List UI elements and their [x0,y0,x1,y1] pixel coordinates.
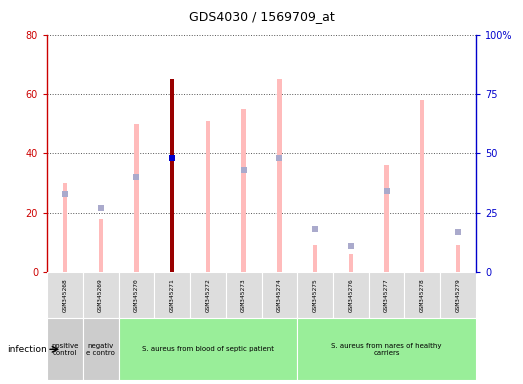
Bar [420,100,425,272]
Bar [440,272,476,318]
Bar [333,272,369,318]
Text: GSM345269: GSM345269 [98,278,103,312]
Bar [83,318,119,380]
Text: GSM345268: GSM345268 [62,278,67,312]
Bar [297,318,476,380]
Bar [369,272,404,318]
Text: GSM345276: GSM345276 [348,278,354,312]
Bar [98,219,103,272]
Text: GSM345271: GSM345271 [169,278,175,312]
Bar [242,109,246,272]
Bar [404,272,440,318]
Text: GSM345278: GSM345278 [420,278,425,312]
Text: S. aureus from nares of healthy
carriers: S. aureus from nares of healthy carriers [332,343,442,356]
Text: GSM345279: GSM345279 [456,278,461,312]
Text: GSM345275: GSM345275 [313,278,317,312]
Text: GDS4030 / 1569709_at: GDS4030 / 1569709_at [189,10,334,23]
Text: GSM345274: GSM345274 [277,278,282,312]
Bar [190,272,226,318]
Text: GSM345277: GSM345277 [384,278,389,312]
Bar [456,245,460,272]
Bar [134,124,139,272]
Bar [313,245,317,272]
Bar [277,79,281,272]
Text: positive
control: positive control [51,343,78,356]
Bar [119,318,297,380]
Text: GSM345270: GSM345270 [134,278,139,312]
Bar [170,79,174,272]
Text: GSM345273: GSM345273 [241,278,246,312]
Bar [384,165,389,272]
Bar [349,254,353,272]
Text: negativ
e contro: negativ e contro [86,343,115,356]
Bar [206,121,210,272]
Bar [63,183,67,272]
Bar [119,272,154,318]
Bar [47,318,83,380]
Bar [83,272,119,318]
Bar [262,272,297,318]
Bar [47,272,83,318]
Text: GSM345272: GSM345272 [206,278,210,312]
Bar [226,272,262,318]
Text: infection: infection [7,345,47,354]
Text: S. aureus from blood of septic patient: S. aureus from blood of septic patient [142,346,274,352]
Bar [170,130,174,272]
Bar [154,272,190,318]
Bar [297,272,333,318]
